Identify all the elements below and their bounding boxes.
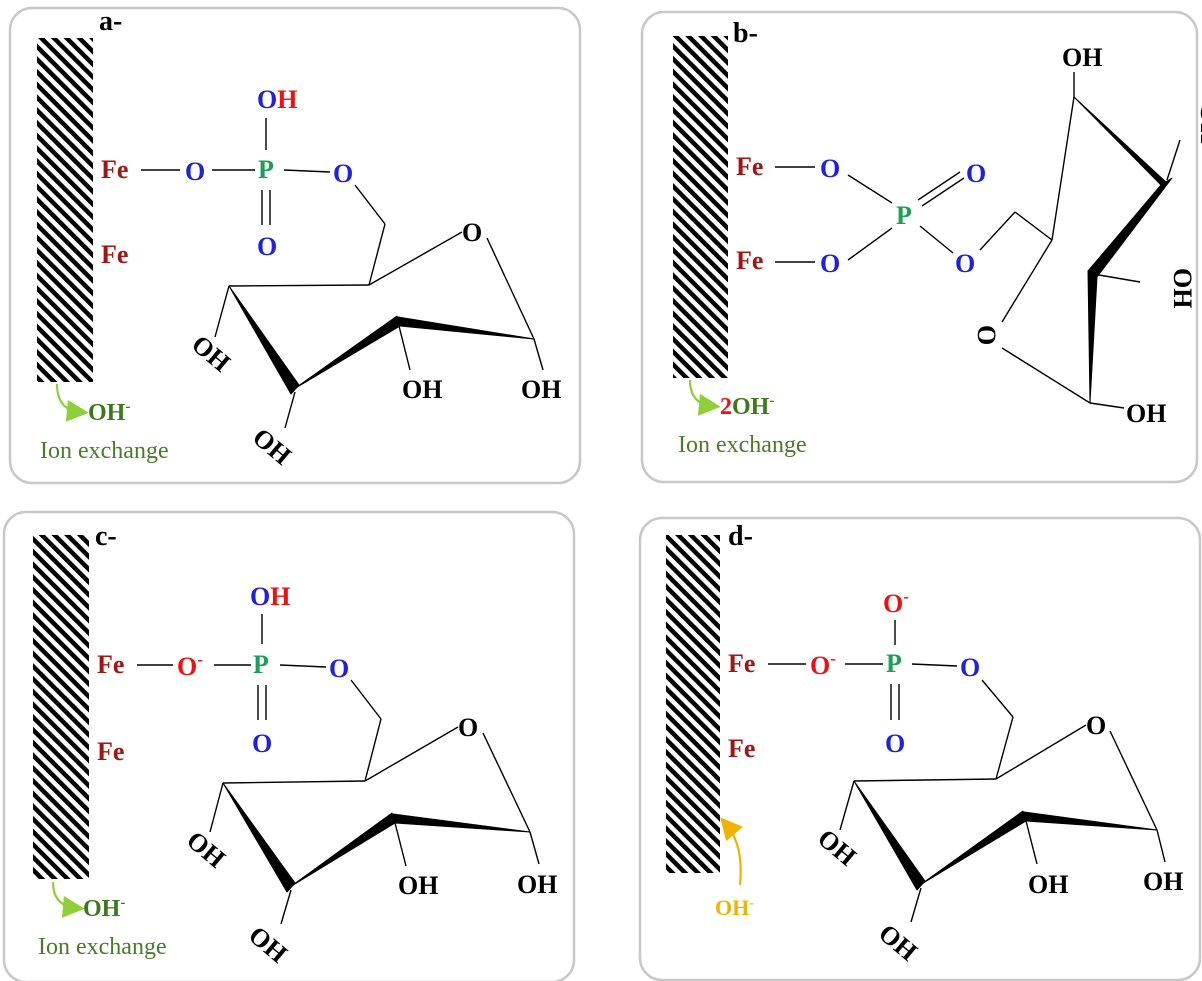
bridging-oxygen: O- <box>810 649 836 680</box>
ring-oxygen: O <box>458 713 478 742</box>
hydroxyl-group: OH <box>521 375 561 404</box>
released-hydroxide: OH- <box>88 399 130 426</box>
release-arrow-icon <box>51 881 85 918</box>
ring-oxygen: O <box>462 218 482 247</box>
panel-d-frame <box>638 516 1202 981</box>
incoming-arrow-icon <box>720 817 743 886</box>
iron-oxide-surface <box>33 535 89 879</box>
release-arrow-icon <box>688 379 721 416</box>
released-hydroxide: OH- <box>83 895 125 922</box>
sugar-ring: O OH OH OH OH <box>972 43 1202 428</box>
hydroxyl-group: OH <box>1143 867 1183 896</box>
ring-oxygen: O <box>972 325 1001 345</box>
panel-b-frame <box>640 10 1199 484</box>
hydroxyl-group: OH <box>398 871 438 900</box>
ion-exchange-caption: Ion exchange <box>40 438 169 464</box>
double-bonded-oxygen: O <box>885 729 905 758</box>
hydroxyl-group: OH <box>1028 870 1068 899</box>
phosphorus-atom: P <box>258 155 274 184</box>
fe-atom-bottom: Fe <box>97 737 124 766</box>
double-bonded-oxygen: O <box>257 232 277 261</box>
fe-atom-top: Fe <box>97 650 124 679</box>
panel-b: b- Fe Fe O O P O O O OH OH <box>640 10 1202 484</box>
hydroxyl-group: OH <box>402 375 442 404</box>
panel-a: a- Fe Fe O P OH O O O OH OH <box>8 6 582 485</box>
phosphorus-atom: P <box>253 650 269 679</box>
bridging-oxygen: O <box>820 154 840 183</box>
fe-atom-top: Fe <box>101 155 128 184</box>
hydroxyl-group: OH <box>1168 268 1197 308</box>
fe-atom-bottom: Fe <box>101 240 128 269</box>
sugar-ring: O OH OH OH OH <box>812 679 1183 967</box>
panel-a-frame <box>8 6 582 485</box>
ion-exchange-caption: Ion exchange <box>38 934 167 960</box>
bridging-oxygen: O- <box>177 650 203 681</box>
hydroxyl-group: OH <box>1195 103 1202 143</box>
panel-label: b- <box>733 18 758 49</box>
hydroxyl-on-phosphorus: OH <box>250 582 290 611</box>
release-arrow-icon <box>55 383 89 422</box>
ester-oxygen: O <box>955 249 975 278</box>
hydroxyl-group: OH <box>1126 399 1166 428</box>
fe-atom-top: Fe <box>728 649 755 678</box>
incoming-hydroxide: OH- <box>715 895 754 920</box>
double-bonded-oxygen: O <box>252 729 272 758</box>
hydroxyl-group: OH <box>1062 43 1102 72</box>
ester-oxygen: O <box>960 653 980 682</box>
ester-oxygen: O <box>329 654 349 683</box>
ring-oxygen: O <box>1086 711 1106 740</box>
panel-label: c- <box>95 521 117 552</box>
bridging-oxygen: O <box>185 157 205 186</box>
bridging-oxygen: O <box>820 249 840 278</box>
panel-d: d- Fe Fe O- P O- O O O OH OH <box>638 516 1202 981</box>
charged-oxygen: O- <box>883 587 909 618</box>
panel-label: d- <box>728 521 753 552</box>
iron-oxide-surface <box>37 38 93 382</box>
panel-c-frame <box>2 510 576 981</box>
fe-atom-top: Fe <box>736 152 763 181</box>
phosphorus-atom: P <box>886 649 902 678</box>
double-bonded-oxygen: O <box>966 159 986 188</box>
ion-exchange-caption: Ion exchange <box>678 432 807 458</box>
panel-c: c- Fe Fe O- P OH O O O OH OH <box>2 510 576 981</box>
hydroxyl-on-phosphorus: OH <box>257 85 297 114</box>
hydroxyl-group: OH <box>517 870 557 899</box>
fe-atom-bottom: Fe <box>736 246 763 275</box>
fe-atom-bottom: Fe <box>728 734 755 763</box>
panel-label: a- <box>99 6 122 37</box>
iron-oxide-surface <box>666 535 720 873</box>
ester-oxygen: O <box>333 159 353 188</box>
iron-oxide-surface <box>673 36 728 378</box>
phosphorus-atom: P <box>896 201 912 230</box>
released-hydroxide: 2OH- <box>720 393 774 420</box>
